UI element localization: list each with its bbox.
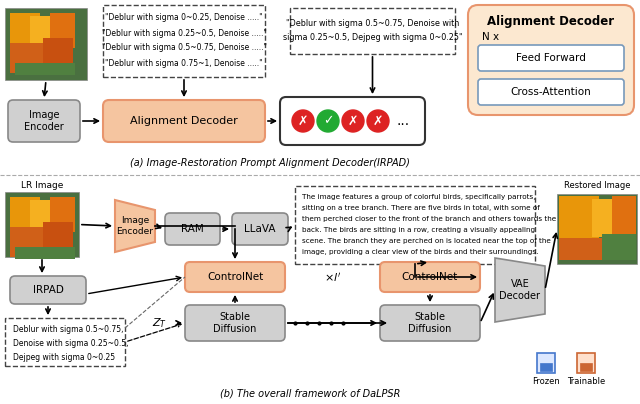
Bar <box>580 363 592 371</box>
Text: Image
Encoder: Image Encoder <box>24 110 64 132</box>
Bar <box>50 13 75 48</box>
Bar <box>103 5 265 77</box>
Text: The image features a group of colorful birds, specifically parrots,: The image features a group of colorful b… <box>302 194 536 200</box>
Circle shape <box>342 110 364 132</box>
FancyBboxPatch shape <box>468 5 634 115</box>
Text: Stable
Diffusion: Stable Diffusion <box>408 312 452 334</box>
Text: back. The birds are sitting in a row, creating a visually appealing: back. The birds are sitting in a row, cr… <box>302 227 535 233</box>
Text: ControlNet: ControlNet <box>402 272 458 282</box>
Bar <box>559 196 599 241</box>
Bar <box>43 38 73 73</box>
FancyBboxPatch shape <box>380 305 480 341</box>
Text: Frozen: Frozen <box>532 377 560 385</box>
Text: Alignment Decoder: Alignment Decoder <box>130 116 238 126</box>
Bar <box>5 192 79 257</box>
Text: "Deblur with sigma 0.75~1, Denoise .....": "Deblur with sigma 0.75~1, Denoise .....… <box>105 59 263 67</box>
Text: Alignment Decoder: Alignment Decoder <box>488 15 614 27</box>
FancyBboxPatch shape <box>380 262 480 292</box>
Circle shape <box>317 110 339 132</box>
Text: ControlNet: ControlNet <box>207 272 263 282</box>
Text: LLaVA: LLaVA <box>244 224 276 234</box>
Text: Dejpeg with sigma 0~0.25: Dejpeg with sigma 0~0.25 <box>13 354 115 362</box>
Bar <box>15 63 75 75</box>
Bar <box>10 43 45 73</box>
Text: Stable
Diffusion: Stable Diffusion <box>213 312 257 334</box>
FancyBboxPatch shape <box>103 100 265 142</box>
Text: "Deblur with sigma 0.25~0.5, Denoise .....": "Deblur with sigma 0.25~0.5, Denoise ...… <box>102 29 266 38</box>
Text: $\times l'$: $\times l'$ <box>324 271 341 284</box>
Circle shape <box>292 110 314 132</box>
Text: RAM: RAM <box>181 224 204 234</box>
FancyBboxPatch shape <box>280 97 425 145</box>
FancyBboxPatch shape <box>10 276 86 304</box>
Bar <box>10 227 45 257</box>
Text: ✗: ✗ <box>372 114 383 128</box>
Bar <box>30 16 55 46</box>
Bar <box>559 238 604 260</box>
Text: "Deblur with sigma 0.5~0.75, Denoise .....": "Deblur with sigma 0.5~0.75, Denoise ...… <box>102 44 266 53</box>
Polygon shape <box>495 258 545 322</box>
Polygon shape <box>115 200 155 252</box>
Text: Denoise with sigma 0.25~0.5,: Denoise with sigma 0.25~0.5, <box>13 339 129 349</box>
FancyBboxPatch shape <box>232 213 288 245</box>
Bar <box>43 222 73 257</box>
Bar <box>50 197 75 232</box>
Text: ✗: ✗ <box>348 114 358 128</box>
Bar <box>612 196 636 238</box>
FancyBboxPatch shape <box>165 213 220 245</box>
Bar <box>602 234 636 260</box>
Text: image, providing a clear view of the birds and their surroundings.: image, providing a clear view of the bir… <box>302 249 538 255</box>
Bar <box>295 186 535 264</box>
FancyBboxPatch shape <box>478 45 624 71</box>
Text: Feed Forward: Feed Forward <box>516 53 586 63</box>
Text: Image
Encoder: Image Encoder <box>116 216 154 236</box>
FancyBboxPatch shape <box>478 79 624 105</box>
Text: ✓: ✓ <box>323 114 333 128</box>
Bar <box>290 8 455 54</box>
Text: ...: ... <box>396 114 410 128</box>
Text: sitting on a tree branch. There are five birds in total, with some of: sitting on a tree branch. There are five… <box>302 205 540 211</box>
Bar <box>592 199 622 237</box>
Circle shape <box>367 110 389 132</box>
FancyBboxPatch shape <box>185 262 285 292</box>
Text: "Deblur with sigma 0~0.25, Denoise .....": "Deblur with sigma 0~0.25, Denoise .....… <box>105 13 263 23</box>
Text: (b) The overall framework of DaLPSR: (b) The overall framework of DaLPSR <box>220 389 400 399</box>
Text: $Z_T$: $Z_T$ <box>152 316 168 330</box>
Text: N x: N x <box>482 32 499 42</box>
Bar <box>10 13 40 48</box>
Text: IRPAD: IRPAD <box>33 285 63 295</box>
Bar <box>577 353 595 373</box>
Bar <box>30 200 55 230</box>
Text: ✗: ✗ <box>298 114 308 128</box>
Bar <box>540 363 552 371</box>
FancyBboxPatch shape <box>8 100 80 142</box>
Text: them perched closer to the front of the branch and others towards the: them perched closer to the front of the … <box>302 216 556 222</box>
Bar <box>5 8 87 80</box>
Text: VAE
Decoder: VAE Decoder <box>499 279 541 301</box>
Bar <box>557 194 637 264</box>
Text: Cross-Attention: Cross-Attention <box>511 87 591 97</box>
Bar <box>5 318 125 366</box>
Text: Trainable: Trainable <box>567 377 605 385</box>
Text: LR Image: LR Image <box>21 181 63 189</box>
FancyBboxPatch shape <box>185 305 285 341</box>
Text: sigma 0.25~0.5, Dejpeg with sigma 0~0.25": sigma 0.25~0.5, Dejpeg with sigma 0~0.25… <box>283 34 462 42</box>
Text: "Deblur with sigma 0.5~0.75, Denoise with: "Deblur with sigma 0.5~0.75, Denoise wit… <box>286 19 459 27</box>
Bar <box>15 247 75 259</box>
Bar <box>537 353 555 373</box>
Bar <box>10 197 40 232</box>
Text: Deblur with sigma 0.5~0.75,: Deblur with sigma 0.5~0.75, <box>13 326 124 335</box>
Text: Restored Image: Restored Image <box>564 181 630 191</box>
Text: (a) Image-Restoration Prompt Alignment Decoder(IRPAD): (a) Image-Restoration Prompt Alignment D… <box>130 158 410 168</box>
Text: scene. The branch they are perched on is located near the top of the: scene. The branch they are perched on is… <box>302 238 551 244</box>
